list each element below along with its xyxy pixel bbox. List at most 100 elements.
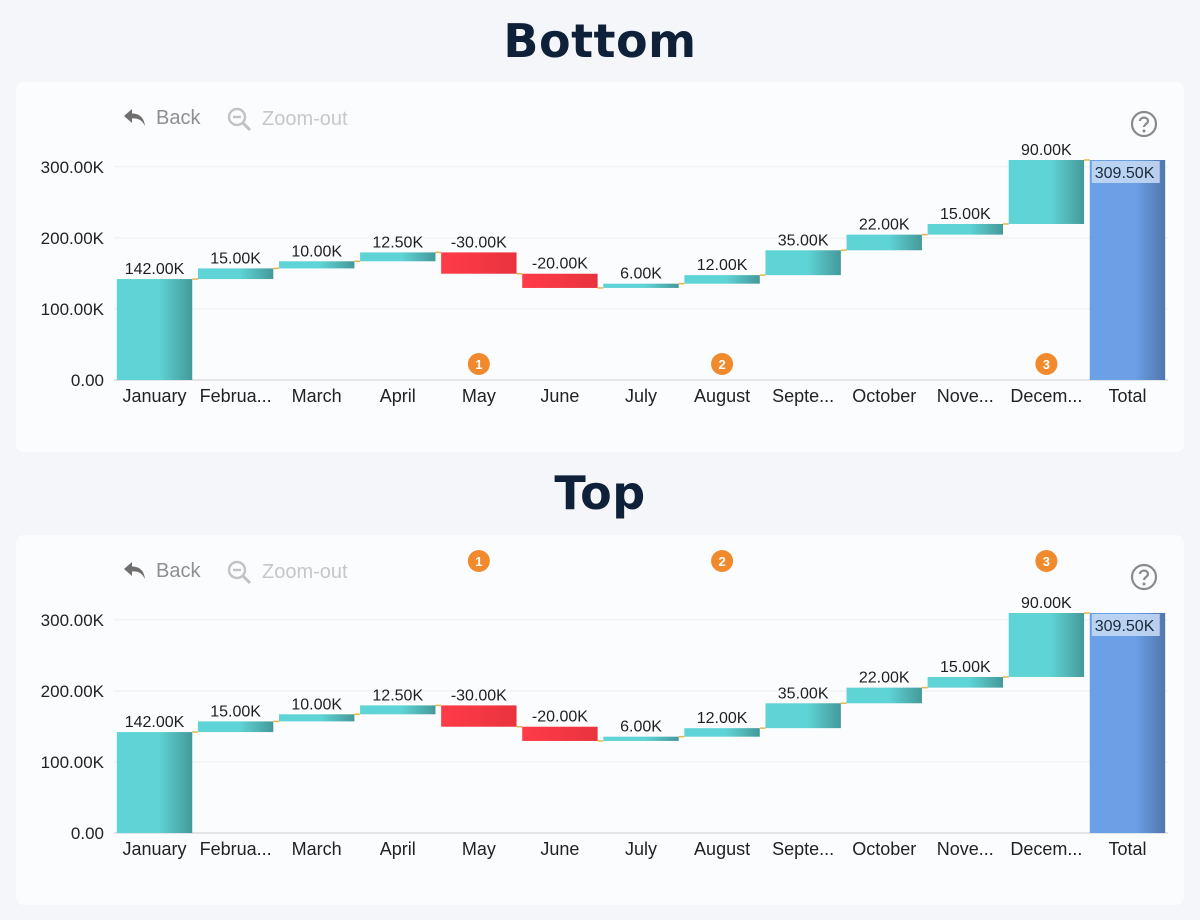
total-label-bg: [1091, 614, 1160, 636]
help-button[interactable]: [1130, 563, 1158, 596]
y-tick-label: 200.00K: [41, 682, 105, 701]
marker-circle: [467, 550, 490, 572]
y-tick-label: 300.00K: [41, 158, 105, 177]
y-tick-label: 200.00K: [41, 229, 105, 248]
marker-circle: [1035, 353, 1058, 375]
x-tick-label: Februa...: [200, 386, 272, 406]
section-title-bottom: Bottom: [503, 14, 697, 68]
waterfall-bar: [765, 703, 841, 729]
data-label: 22.00K: [859, 217, 910, 234]
x-tick-label: Total: [1108, 386, 1146, 406]
total-label-bg: [1091, 161, 1160, 183]
waterfall-bar: [441, 252, 517, 274]
x-tick-label: Nove...: [937, 839, 994, 859]
marker-badge: 3: [1035, 550, 1058, 572]
zoom-out-label: Zoom-out: [262, 107, 348, 130]
data-label: -20.00K: [532, 709, 588, 726]
waterfall-bar: [360, 252, 436, 262]
waterfall-bar: [684, 728, 760, 737]
y-tick-label: 0.00: [71, 824, 104, 843]
waterfall-bar: [197, 268, 274, 280]
waterfall-chart: 0.00 100.00K 200.00K 300.00K 142.00K January 1…: [41, 550, 1168, 859]
waterfall-bar: [1089, 160, 1166, 380]
x-tick-label: March: [292, 386, 342, 406]
data-label: -30.00K: [451, 687, 507, 704]
marker-badge: 1: [467, 353, 490, 375]
waterfall-bar: [441, 705, 517, 727]
x-tick-label: July: [625, 386, 657, 406]
data-label: 90.00K: [1021, 142, 1072, 159]
data-label: 90.00K: [1021, 595, 1072, 612]
waterfall-bar: [765, 250, 841, 276]
data-label: 12.00K: [697, 257, 748, 274]
marker-circle: [711, 550, 734, 572]
data-label: 35.00K: [778, 232, 829, 249]
marker-circle: [711, 353, 734, 375]
marker-label: 2: [718, 554, 725, 569]
x-tick-label: August: [694, 839, 750, 859]
help-button[interactable]: [1130, 110, 1158, 143]
data-label: -30.00K: [451, 234, 507, 251]
data-label: 15.00K: [210, 250, 261, 267]
x-tick-label: Septe...: [772, 386, 834, 406]
waterfall-bar: [846, 234, 922, 251]
waterfall-bar: [927, 676, 1004, 688]
x-tick-label: Nove...: [937, 386, 994, 406]
waterfall-bar: [522, 726, 598, 741]
x-tick-label: August: [694, 386, 750, 406]
x-tick-label: April: [380, 386, 416, 406]
data-label: 12.50K: [372, 234, 423, 251]
marker-badge: 2: [711, 353, 734, 375]
waterfall-bar: [927, 223, 1004, 235]
waterfall-bar: [116, 732, 193, 833]
data-label: 309.50K: [1095, 618, 1155, 635]
data-label: -20.00K: [532, 256, 588, 273]
x-tick-label: Decem...: [1010, 839, 1082, 859]
waterfall-bar: [278, 714, 355, 722]
data-label: 22.00K: [859, 670, 910, 687]
waterfall-bar: [360, 705, 436, 715]
question-circle-icon: [1130, 563, 1158, 591]
marker-label: 1: [475, 357, 482, 372]
data-label: 6.00K: [620, 266, 662, 283]
back-button[interactable]: Back: [122, 559, 200, 583]
marker-label: 2: [718, 357, 725, 372]
zoom-out-button[interactable]: Zoom-out: [226, 106, 348, 132]
x-tick-label: Septe...: [772, 839, 834, 859]
x-tick-label: March: [292, 839, 342, 859]
waterfall-bar: [684, 275, 760, 284]
zoom-out-button[interactable]: Zoom-out: [226, 559, 348, 585]
marker-badge: 1: [467, 550, 490, 572]
waterfall-bar: [1008, 613, 1085, 677]
waterfall-bar: [603, 736, 679, 741]
x-tick-label: June: [540, 839, 579, 859]
data-label: 142.00K: [125, 714, 185, 731]
data-label: 309.50K: [1095, 165, 1155, 182]
zoom-out-label: Zoom-out: [262, 560, 348, 583]
x-tick-label: May: [462, 839, 496, 859]
undo-arrow-icon: [124, 562, 145, 579]
x-tick-label: July: [625, 839, 657, 859]
data-label: 12.50K: [372, 687, 423, 704]
data-label: 15.00K: [940, 659, 991, 676]
data-label: 6.00K: [620, 719, 662, 736]
chart-panel-top: Back Zoom-out 0.00 100.00K 200.00K 300.00K 1…: [16, 535, 1184, 905]
data-label: 35.00K: [778, 685, 829, 702]
marker-circle: [467, 353, 490, 375]
data-label: 15.00K: [940, 206, 991, 223]
y-tick-label: 100.00K: [41, 300, 105, 319]
y-tick-label: 0.00: [71, 371, 104, 390]
section-title-top: Top: [554, 466, 646, 520]
waterfall-bar: [846, 687, 922, 704]
waterfall-bar: [1008, 160, 1085, 224]
waterfall-bar: [522, 273, 598, 288]
marker-badge: 2: [711, 550, 734, 572]
waterfall-bar: [116, 279, 193, 380]
data-label: 12.00K: [697, 710, 748, 727]
back-label: Back: [156, 559, 201, 582]
marker-badge: 3: [1035, 353, 1058, 375]
data-label: 10.00K: [291, 696, 342, 713]
undo-arrow-icon: [124, 109, 145, 126]
back-button[interactable]: Back: [122, 106, 200, 130]
waterfall-bar: [278, 261, 355, 269]
